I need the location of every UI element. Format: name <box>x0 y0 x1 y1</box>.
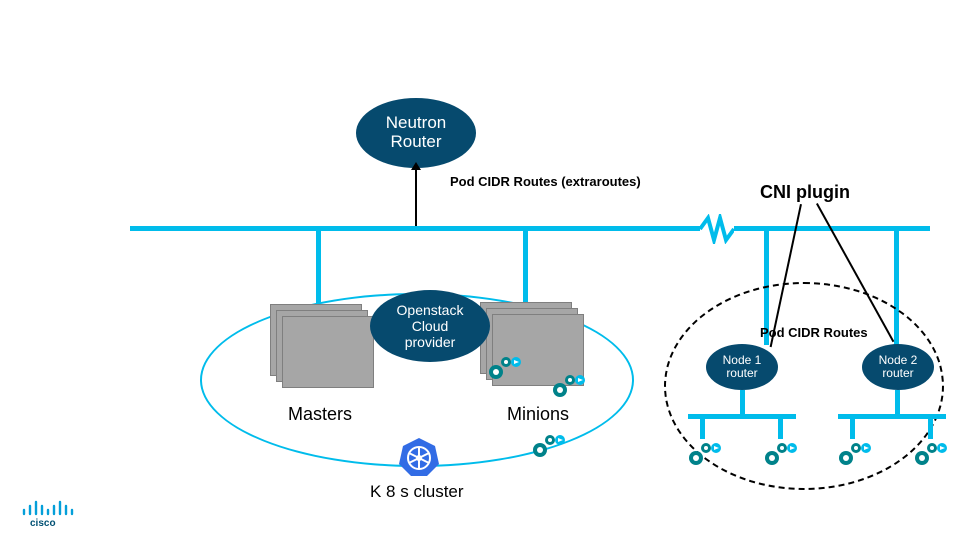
k8s-cluster-label: K 8 s cluster <box>370 482 464 502</box>
pod-cidr-routes-label: Pod CIDR Routes <box>760 325 868 340</box>
bus-drop-minions <box>523 231 528 303</box>
gears-icon <box>550 370 586 400</box>
gears-icon <box>762 438 798 468</box>
openstack-label: OpenstackCloudprovider <box>397 302 464 350</box>
node2-router-label: Node 2router <box>879 354 918 380</box>
node1-drop <box>740 390 745 414</box>
node1-drop-b <box>778 419 783 439</box>
node2-drop-a <box>850 419 855 439</box>
masters-label: Masters <box>260 404 380 425</box>
cni-plugin-label: CNI plugin <box>760 182 850 203</box>
bus-drop-masters <box>316 231 321 305</box>
gears-icon <box>686 438 722 468</box>
gears-icon <box>912 438 948 468</box>
diagram-canvas: NeutronRouter Pod CIDR Routes (extrarout… <box>0 0 960 540</box>
neutron-router-label: NeutronRouter <box>386 114 446 151</box>
cisco-logo-icon: cisco <box>20 494 80 528</box>
bus-break-icon <box>700 214 734 244</box>
node2-drop-b <box>928 419 933 439</box>
gears-icon <box>530 430 566 460</box>
network-bus <box>130 226 930 231</box>
masters-stack-icon <box>270 304 370 384</box>
openstack-provider-node: OpenstackCloudprovider <box>370 290 490 362</box>
node2-router-node: Node 2router <box>862 344 934 390</box>
neutron-connector <box>415 168 417 226</box>
neutron-router-node: NeutronRouter <box>356 98 476 168</box>
pod-cidr-extraroutes-label: Pod CIDR Routes (extraroutes) <box>450 174 641 189</box>
svg-text:cisco: cisco <box>30 518 56 528</box>
gears-icon <box>486 352 522 382</box>
node1-router-label: Node 1router <box>723 354 762 380</box>
gears-icon <box>836 438 872 468</box>
node1-drop-a <box>700 419 705 439</box>
node2-drop <box>895 390 900 414</box>
node1-router-node: Node 1router <box>706 344 778 390</box>
kubernetes-icon <box>398 436 440 478</box>
minions-label: Minions <box>478 404 598 425</box>
